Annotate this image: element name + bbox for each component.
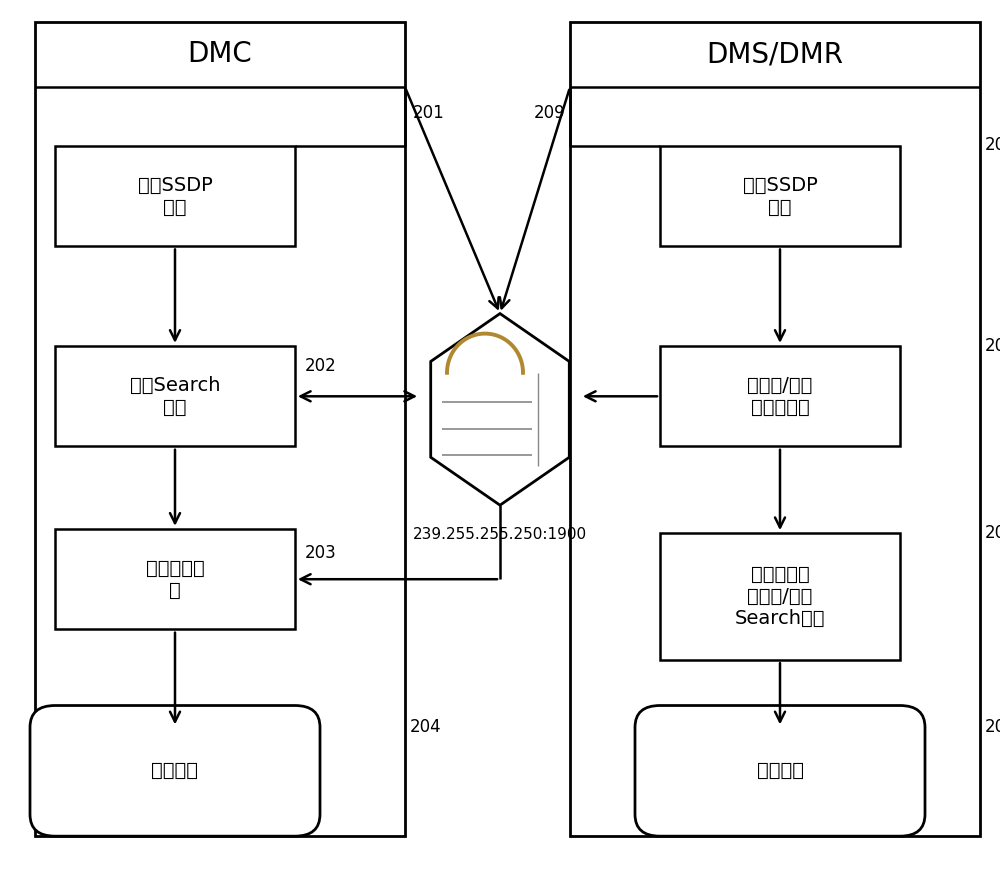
FancyBboxPatch shape <box>660 346 900 446</box>
Text: 208: 208 <box>985 719 1000 736</box>
Text: 239.255.255.250:1900: 239.255.255.250:1900 <box>413 527 587 542</box>
FancyBboxPatch shape <box>660 533 900 660</box>
Text: DMC: DMC <box>188 40 252 69</box>
FancyBboxPatch shape <box>635 706 925 836</box>
Text: 发现完成: 发现完成 <box>152 761 198 780</box>
Text: 开启监听线
程: 开启监听线 程 <box>146 558 204 600</box>
FancyBboxPatch shape <box>55 146 295 246</box>
Text: 发送上/下线
和服务广播: 发送上/下线 和服务广播 <box>747 375 813 417</box>
FancyBboxPatch shape <box>660 146 900 246</box>
Text: 209: 209 <box>533 105 565 122</box>
FancyBboxPatch shape <box>570 22 980 836</box>
Text: DMS/DMR: DMS/DMR <box>706 40 843 69</box>
FancyBboxPatch shape <box>55 346 295 446</box>
Text: 发送Search
消息: 发送Search 消息 <box>130 375 220 417</box>
Text: 207: 207 <box>985 524 1000 542</box>
Text: 206: 206 <box>985 337 1000 354</box>
FancyBboxPatch shape <box>35 22 405 836</box>
Polygon shape <box>431 314 569 505</box>
Text: 205: 205 <box>985 137 1000 154</box>
Text: 204: 204 <box>410 719 442 736</box>
FancyBboxPatch shape <box>30 706 320 836</box>
Text: 注册完成: 注册完成 <box>757 761 804 780</box>
Text: 开启SSDP
服务: 开启SSDP 服务 <box>138 175 212 217</box>
Text: 202: 202 <box>305 356 337 375</box>
Text: 定期发送服
务广播/回答
Search消息: 定期发送服 务广播/回答 Search消息 <box>735 565 825 628</box>
Text: 开启SSDP
服务: 开启SSDP 服务 <box>743 175 817 217</box>
FancyBboxPatch shape <box>55 529 295 629</box>
Text: 203: 203 <box>305 544 337 562</box>
Text: 201: 201 <box>413 105 445 122</box>
